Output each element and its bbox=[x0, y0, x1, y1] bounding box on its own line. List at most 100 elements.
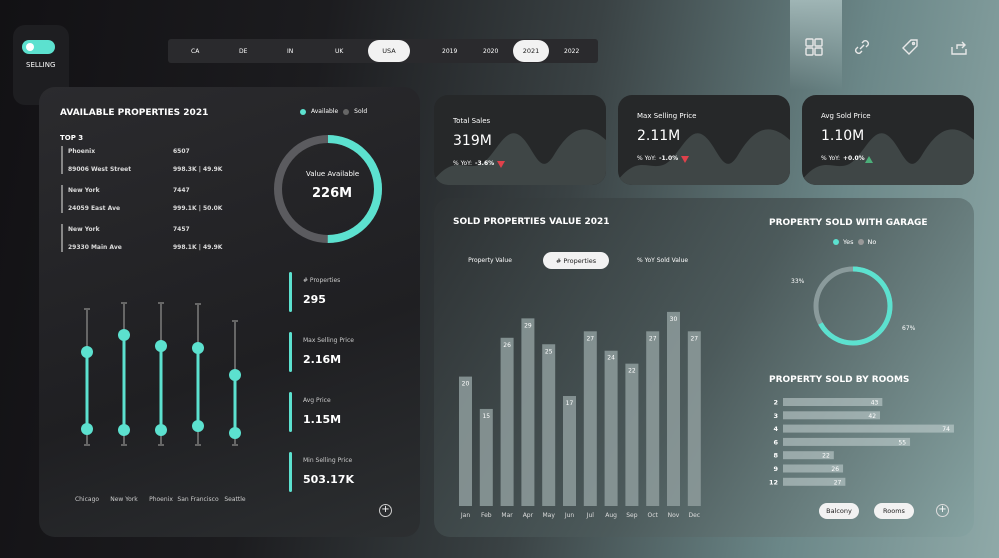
sparkline-area bbox=[434, 129, 606, 185]
donut-legend: Available Sold bbox=[300, 108, 367, 115]
room-bar-8[interactable] bbox=[783, 451, 834, 460]
room-bar-4[interactable] bbox=[783, 424, 954, 433]
top3-id: 7457 bbox=[173, 226, 190, 233]
trend-up-icon bbox=[865, 156, 873, 163]
bar-May[interactable] bbox=[542, 344, 556, 506]
year-2022[interactable]: 2022 bbox=[564, 48, 580, 55]
year-2020[interactable]: 2020 bbox=[483, 48, 499, 55]
range-upper-knob bbox=[81, 346, 93, 358]
balcony-button[interactable]: Balcony bbox=[819, 503, 859, 519]
month-label: Feb bbox=[481, 512, 492, 519]
garage-legend: Yes No bbox=[833, 238, 876, 246]
top3-id: 7447 bbox=[173, 187, 190, 194]
room-category: 4 bbox=[773, 425, 778, 433]
country-ca[interactable]: CA bbox=[191, 48, 200, 55]
country-usa[interactable]: USA bbox=[368, 40, 410, 62]
bar-Apr[interactable] bbox=[521, 318, 535, 506]
bar-Oct[interactable] bbox=[646, 331, 660, 506]
bar-Nov[interactable] bbox=[667, 311, 680, 506]
room-bar-3[interactable] bbox=[783, 411, 881, 420]
top3-divider bbox=[61, 224, 63, 252]
month-label: Jul bbox=[586, 512, 595, 519]
top3-divider bbox=[61, 146, 63, 174]
legend-sold-dot bbox=[343, 108, 350, 115]
room-bar-label: 55 bbox=[898, 439, 906, 446]
share-icon[interactable] bbox=[949, 37, 969, 57]
garage-no-pct: 33% bbox=[791, 278, 805, 285]
add-button[interactable]: + bbox=[379, 504, 392, 517]
available-properties-panel bbox=[39, 87, 420, 537]
country-in[interactable]: IN bbox=[287, 48, 294, 55]
range-upper-knob bbox=[155, 340, 167, 352]
bar-Jul[interactable] bbox=[583, 331, 597, 506]
yoy-value: -1.0% bbox=[659, 155, 679, 162]
yoy-value: +0.0% bbox=[843, 155, 865, 162]
bar-label: 27 bbox=[649, 335, 657, 342]
yoy-label: % YoY: bbox=[821, 155, 841, 162]
room-bar-6[interactable] bbox=[783, 437, 911, 446]
bar-label: 26 bbox=[503, 342, 511, 349]
room-bar-12[interactable] bbox=[783, 477, 846, 486]
bar-label: 24 bbox=[607, 355, 615, 362]
range-upper-knob bbox=[192, 342, 204, 354]
kpi-label: Max Selling Price bbox=[303, 337, 354, 344]
kpi-card bbox=[434, 95, 606, 185]
top3-address: 29330 Main Ave bbox=[68, 244, 122, 251]
city-label: Seattle bbox=[224, 496, 246, 503]
bar-label: 27 bbox=[586, 335, 594, 342]
bar-Jan[interactable] bbox=[459, 376, 472, 506]
top3-values: 998.1K | 49.9K bbox=[173, 244, 223, 251]
bar-label: 29 bbox=[524, 322, 532, 329]
bar-Mar[interactable] bbox=[500, 337, 514, 506]
room-bar-label: 26 bbox=[831, 466, 839, 473]
header-glow bbox=[790, 0, 842, 90]
legend-no: No bbox=[867, 238, 877, 246]
monthly-bar-chart: 20 Jan 15 Feb 26 Mar 29 Apr 25 May 17 Jun 27 Jul 24 Aug… bbox=[459, 311, 701, 519]
city-label: San Francisco bbox=[177, 496, 219, 503]
top3-divider bbox=[61, 185, 63, 213]
card-value: 319M bbox=[453, 133, 492, 149]
bar-Aug[interactable] bbox=[604, 350, 618, 506]
bar-Jun[interactable] bbox=[563, 396, 576, 506]
tag-icon[interactable] bbox=[900, 37, 920, 57]
rooms-button[interactable]: Rooms bbox=[874, 503, 914, 519]
sold-tab[interactable]: # Properties bbox=[543, 252, 609, 269]
available-title: AVAILABLE PROPERTIES 2021 bbox=[60, 108, 209, 118]
bar-Sep[interactable] bbox=[625, 363, 639, 506]
garage-donut bbox=[813, 266, 893, 346]
rooms-title: PROPERTY SOLD BY ROOMS bbox=[769, 375, 910, 385]
city-label: Chicago bbox=[74, 496, 100, 503]
sparkline-area bbox=[802, 129, 974, 185]
year-2019[interactable]: 2019 bbox=[442, 48, 458, 55]
link-icon[interactable] bbox=[852, 37, 872, 57]
trend-down-icon bbox=[497, 161, 505, 168]
country-de[interactable]: DE bbox=[239, 48, 248, 55]
kpi-card bbox=[802, 95, 974, 185]
grid-icon[interactable] bbox=[804, 37, 824, 57]
bar-label: 20 bbox=[462, 381, 470, 388]
legend-sold: Sold bbox=[354, 108, 368, 115]
room-bar-9[interactable] bbox=[783, 464, 844, 473]
year-2021[interactable]: 2021 bbox=[513, 40, 549, 62]
city-label: Phoenix bbox=[149, 496, 173, 503]
donut-label: Value Available bbox=[306, 170, 360, 178]
card-value: 1.10M bbox=[821, 128, 865, 144]
bar-Feb[interactable] bbox=[479, 408, 493, 506]
add-button[interactable]: + bbox=[936, 504, 949, 517]
selling-toggle[interactable] bbox=[22, 40, 55, 54]
month-label: Aug bbox=[605, 512, 617, 519]
sold-tab[interactable]: % YoY Sold Value bbox=[637, 257, 689, 264]
room-bar-2[interactable] bbox=[783, 398, 883, 406]
sold-tab[interactable]: Property Value bbox=[468, 257, 512, 264]
yoy-label: % YoY: bbox=[637, 155, 657, 162]
bar-Dec[interactable] bbox=[687, 331, 701, 506]
country-uk[interactable]: UK bbox=[335, 48, 344, 55]
bar-label: 27 bbox=[690, 335, 698, 342]
room-category: 6 bbox=[773, 438, 778, 446]
city-label: New York bbox=[110, 496, 138, 503]
kpi-label: # Properties bbox=[303, 277, 341, 284]
month-label: Jun bbox=[564, 512, 575, 519]
bar-label: 17 bbox=[566, 400, 574, 407]
bar-label: 22 bbox=[628, 368, 636, 375]
donut-value: 226M bbox=[312, 186, 353, 201]
